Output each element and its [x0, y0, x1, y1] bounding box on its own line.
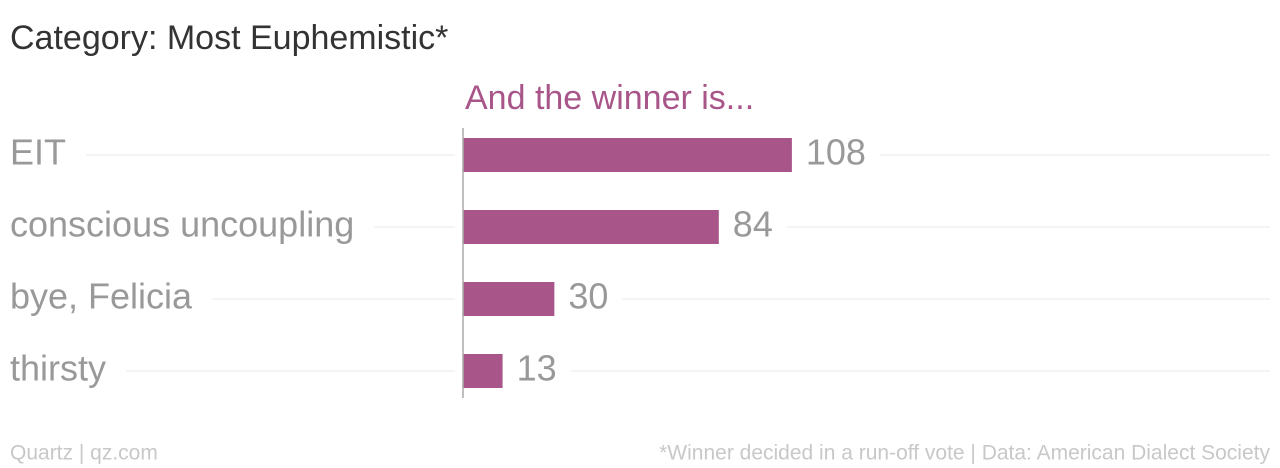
bar	[463, 354, 503, 388]
bar	[463, 138, 792, 172]
category-label: bye, Felicia	[10, 276, 193, 317]
source-right: *Winner decided in a run-off vote | Data…	[659, 442, 1270, 465]
source-left: Quartz | qz.com	[10, 442, 158, 465]
value-label: 13	[517, 348, 557, 389]
category-label: EIT	[10, 132, 66, 173]
chart-title: Category: Most Euphemistic*	[10, 19, 448, 57]
bar	[463, 282, 555, 316]
bar	[463, 210, 719, 244]
value-label: 30	[568, 276, 608, 317]
value-label: 84	[733, 204, 773, 245]
category-label: thirsty	[10, 348, 106, 389]
value-label: 108	[806, 132, 866, 173]
legend-label: And the winner is...	[465, 79, 754, 117]
category-label: conscious uncoupling	[10, 204, 354, 245]
